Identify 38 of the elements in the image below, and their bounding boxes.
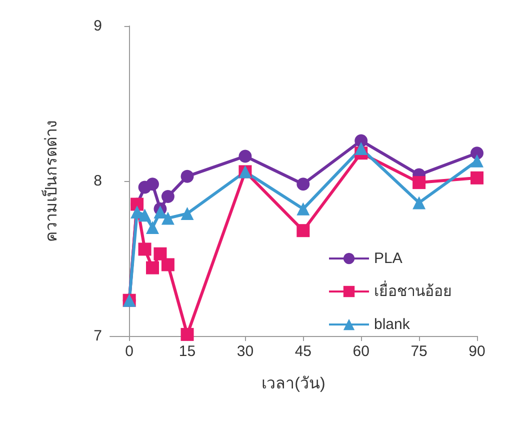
y-tick-label: 7: [94, 328, 102, 344]
y-axis-title: ความเป็นกรดด่าง: [40, 120, 60, 242]
x-tick-label: 90: [468, 343, 486, 360]
point: [296, 178, 310, 191]
point: [296, 224, 310, 238]
point: [180, 207, 194, 220]
legend-label: เยื่อชานอ้อย: [374, 280, 452, 300]
point: [146, 221, 159, 234]
x-tick-label: 30: [236, 343, 254, 360]
point: [154, 206, 167, 218]
point: [296, 202, 310, 216]
x-tick-label: 45: [294, 343, 312, 360]
point: [470, 154, 484, 168]
x-tick-label: 75: [410, 343, 428, 360]
y-tick-label: 8: [94, 172, 102, 190]
legend-label: blank: [374, 316, 410, 333]
point: [146, 261, 159, 274]
point: [238, 150, 252, 163]
x-tick-label: 15: [178, 343, 196, 360]
point: [470, 146, 484, 160]
x-tick-label: 60: [352, 343, 370, 360]
x-axis-title: เวลา(วัน): [262, 376, 326, 392]
point: [161, 190, 174, 203]
point: [161, 258, 174, 272]
point: [161, 212, 174, 225]
point: [354, 142, 368, 155]
point: [154, 247, 167, 260]
point: [138, 208, 152, 222]
legend-label: PLA: [374, 250, 402, 267]
point: [180, 170, 194, 183]
point: [146, 178, 159, 191]
point: [180, 328, 194, 341]
point: [138, 242, 152, 256]
point: [470, 171, 484, 184]
point: [412, 176, 426, 190]
x-tick-label: 0: [125, 343, 134, 360]
point: [412, 196, 426, 210]
y-tick-label: 9: [94, 18, 102, 34]
